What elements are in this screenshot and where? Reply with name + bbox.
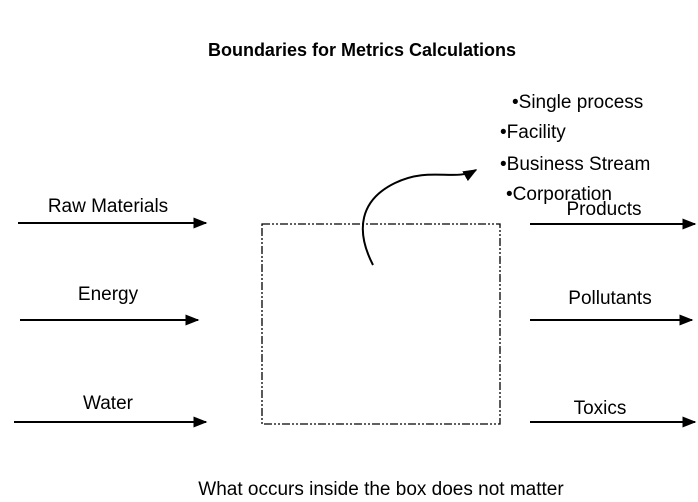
title: Boundaries for Metrics Calculations — [208, 40, 516, 60]
boundary-box — [261, 223, 501, 425]
boundary-level: •Corporation — [506, 184, 612, 205]
boundary-level: •Facility — [500, 122, 566, 143]
output-label: Pollutants — [568, 288, 651, 309]
boundary-level: •Business Stream — [500, 154, 650, 175]
output-label: Products — [567, 199, 642, 220]
input-label: Raw Materials — [48, 196, 168, 217]
output-label: Toxics — [574, 398, 627, 419]
input-label: Energy — [78, 284, 139, 305]
input-label: Water — [83, 393, 134, 414]
boundary-level: •Single process — [512, 92, 643, 113]
curved-arrow — [361, 169, 478, 266]
caption: What occurs inside the box does not matt… — [198, 479, 564, 500]
